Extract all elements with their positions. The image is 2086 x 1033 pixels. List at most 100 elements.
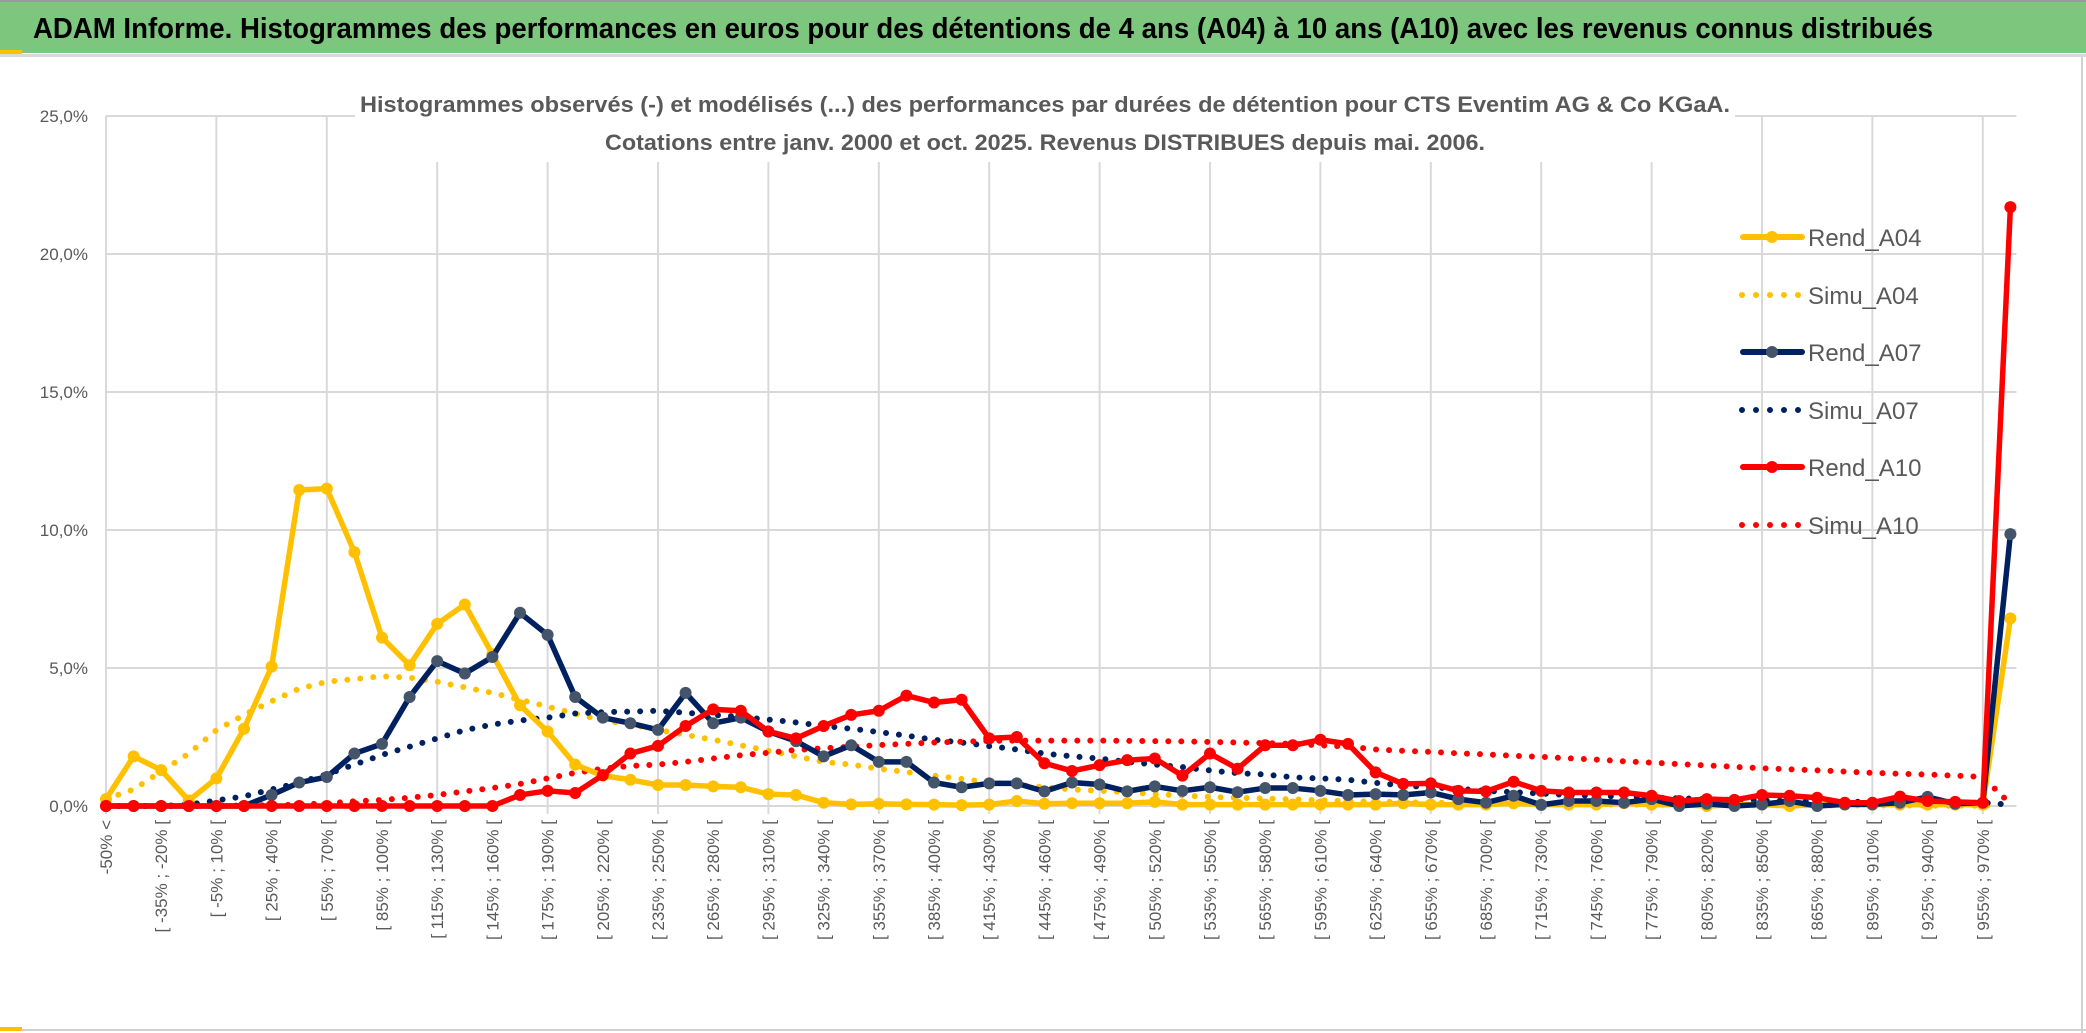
x-tick-label: [ 745% ; 760% [ [1587,820,1606,940]
data-point [1756,798,1768,811]
legend-swatch-marker [1766,231,1778,243]
footer-accent [0,1027,22,1031]
data-point [1093,797,1106,810]
data-point [1700,793,1713,806]
data-point [1231,798,1244,811]
data-point [1480,796,1492,809]
data-point [596,769,609,782]
data-point [265,788,278,801]
data-point [1397,788,1410,801]
data-point [1259,782,1272,795]
data-point [210,772,223,785]
y-tick-label: 5,0% [49,659,88,678]
data-point [100,800,112,812]
data-point [1342,737,1354,750]
data-point [872,704,885,717]
data-point [541,784,554,797]
data-point [1507,775,1520,788]
series-simu-a07 [103,707,2014,809]
data-point [1093,759,1106,772]
data-point [348,800,361,812]
series-layer [100,201,2017,812]
data-point [1121,754,1134,767]
data-point [1204,798,1216,811]
x-tick-label: [ -5% ; 10% [ [207,820,226,918]
data-point [1728,793,1741,806]
x-tick-label: [ 715% ; 730% [ [1532,820,1551,940]
data-point [872,755,885,768]
data-point [1314,784,1327,797]
data-point [541,628,554,641]
series-rend-a10 [100,201,2017,812]
x-tick-label: [ 265% ; 280% [ [704,820,723,940]
data-point [955,781,968,794]
x-tick-label: [ 295% ; 310% [ [759,820,778,940]
data-point [928,776,940,789]
data-point [1811,791,1824,804]
data-point [817,719,830,732]
data-point [1562,795,1575,808]
data-point [2004,612,2017,625]
chart-subtitle: Cotations entre janv. 2000 et oct. 2025.… [605,130,1485,155]
data-point [1176,769,1189,782]
data-point [1369,798,1382,811]
data-point [652,739,664,752]
x-tick-label: [ 445% ; 460% [ [1035,820,1054,940]
data-point [1121,797,1134,810]
series-line [103,707,2014,809]
data-point [1921,795,1934,808]
data-point [1286,798,1299,811]
header-accent [0,50,22,54]
data-point [1010,731,1023,743]
data-point [790,732,802,745]
data-point [348,747,361,760]
data-point [1535,798,1548,811]
data-point [127,750,140,763]
data-point [1010,777,1023,790]
data-point [1369,766,1382,779]
x-tick-label: [ 625% ; 640% [ [1367,820,1386,940]
data-point [983,732,996,745]
x-tick-label: [ 25% ; 40% [ [263,820,282,921]
data-point [1452,793,1465,806]
x-tick-label: [ 925% ; 940% [ [1919,820,1938,940]
data-point [790,788,802,801]
data-point [955,693,968,706]
x-tick-label: [ 685% ; 700% [ [1477,820,1496,940]
y-tick-label: 15,0% [40,383,88,402]
data-point [1645,789,1658,802]
data-point [348,546,361,559]
data-point [403,659,416,672]
data-point [1342,798,1354,811]
x-tick-label: [ 355% ; 370% [ [870,820,889,940]
data-point [596,711,609,724]
x-tick-label: -50% < [97,820,116,874]
report-title: ADAM Informe. Histogrammes des performan… [33,13,1933,45]
x-tick-label: [ -35% ; -20% [ [152,820,171,933]
data-point [1590,795,1603,808]
data-point [1507,789,1520,802]
data-point [928,798,940,811]
x-tick-label: [ 415% ; 430% [ [980,820,999,940]
data-point [1148,795,1161,808]
data-point [1148,780,1161,793]
data-point [1590,786,1603,799]
data-point [431,617,444,630]
legend-swatch-marker [1766,346,1778,358]
data-point [1618,786,1630,799]
legend-label: Simu_A04 [1808,283,1919,310]
data-point [210,800,223,812]
data-point [1286,782,1299,795]
report-header [0,0,2086,53]
x-tick-label: [ 805% ; 820% [ [1698,820,1717,940]
header-divider [0,54,2086,57]
data-point [514,699,526,712]
series-rend-a04 [100,482,2017,812]
data-point [293,483,306,496]
data-point [679,719,692,732]
data-point [320,771,333,784]
x-tick-label: [ 55% ; 70% [ [318,820,337,921]
data-point [900,689,913,702]
data-point [1976,796,1989,809]
legend-label: Rend_A04 [1808,225,1921,252]
